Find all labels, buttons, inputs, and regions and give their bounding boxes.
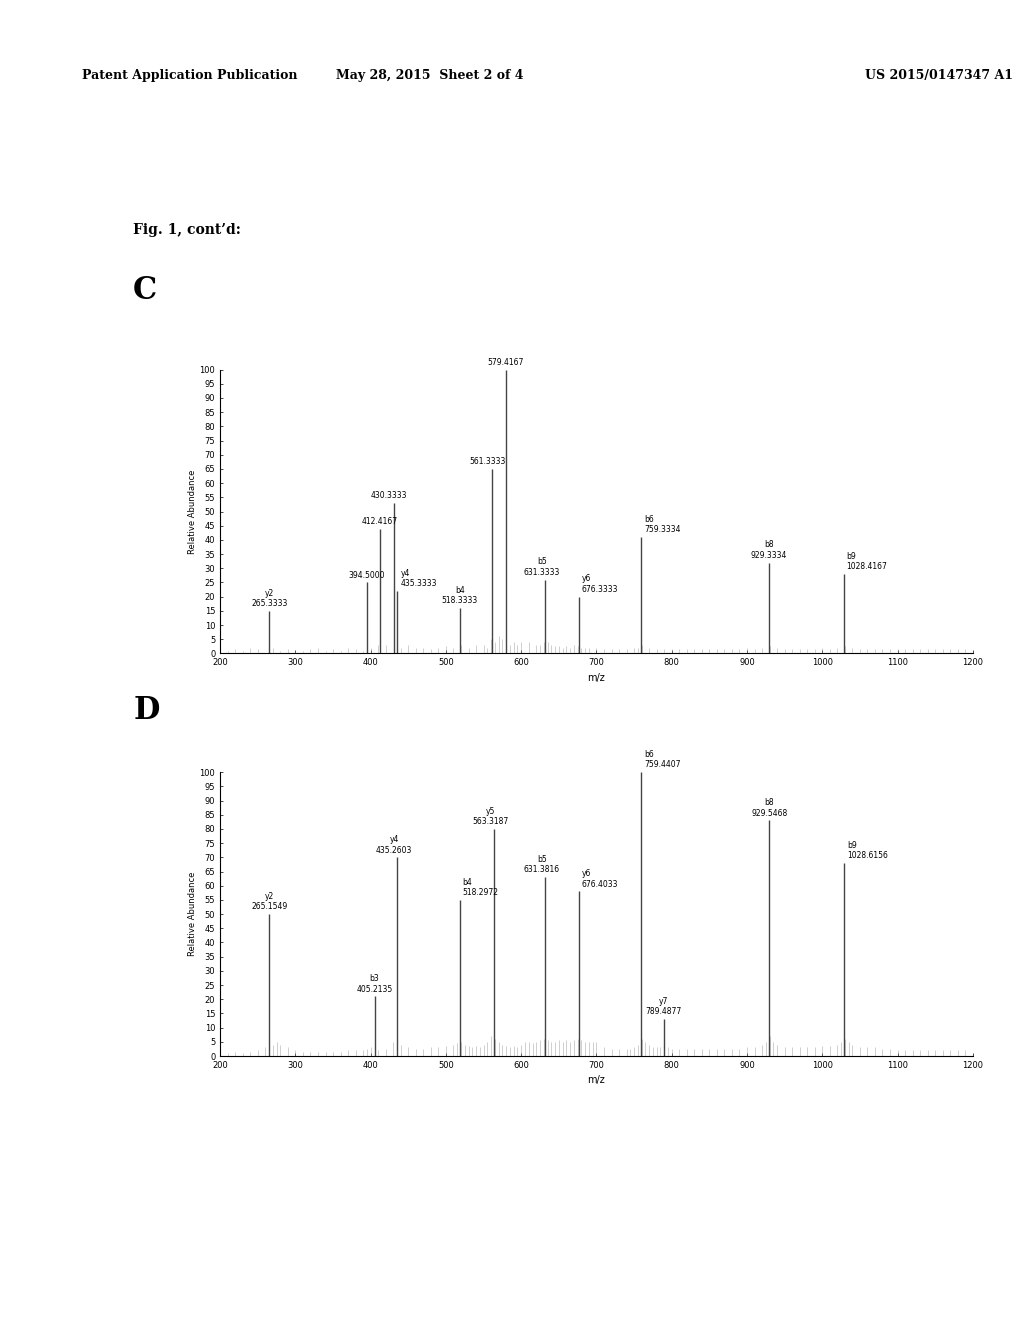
Text: y6
676.4033: y6 676.4033 bbox=[582, 869, 618, 888]
X-axis label: m/z: m/z bbox=[588, 673, 605, 682]
Text: C: C bbox=[133, 275, 158, 306]
Text: 394.5000: 394.5000 bbox=[348, 570, 385, 579]
Text: y4
435.2603: y4 435.2603 bbox=[376, 836, 413, 854]
Text: D: D bbox=[133, 694, 160, 726]
Text: b8
929.3334: b8 929.3334 bbox=[751, 540, 787, 560]
Text: b5
631.3816: b5 631.3816 bbox=[523, 855, 560, 874]
Text: b4
518.3333: b4 518.3333 bbox=[441, 586, 478, 605]
Text: b3
405.2135: b3 405.2135 bbox=[356, 974, 393, 994]
Text: 430.3333: 430.3333 bbox=[371, 491, 408, 500]
Text: b6
759.3334: b6 759.3334 bbox=[644, 515, 681, 535]
Text: b9
1028.4167: b9 1028.4167 bbox=[847, 552, 888, 572]
Y-axis label: Relative Abundance: Relative Abundance bbox=[187, 470, 197, 553]
Text: US 2015/0147347 A1: US 2015/0147347 A1 bbox=[865, 69, 1014, 82]
Text: y2
265.1549: y2 265.1549 bbox=[251, 892, 288, 911]
Text: b8
929.5468: b8 929.5468 bbox=[752, 799, 787, 817]
Text: Fig. 1, cont’d:: Fig. 1, cont’d: bbox=[133, 223, 241, 236]
Text: 561.3333: 561.3333 bbox=[469, 457, 506, 466]
Y-axis label: Relative Abundance: Relative Abundance bbox=[187, 873, 197, 956]
Text: y5
563.3187: y5 563.3187 bbox=[472, 807, 509, 826]
Text: y4
435.3333: y4 435.3333 bbox=[400, 569, 437, 589]
Text: b4
518.2972: b4 518.2972 bbox=[463, 878, 499, 898]
Text: 412.4167: 412.4167 bbox=[361, 516, 398, 525]
Text: b6
759.4407: b6 759.4407 bbox=[644, 750, 681, 770]
Text: b9
1028.6156: b9 1028.6156 bbox=[847, 841, 888, 861]
Text: 579.4167: 579.4167 bbox=[487, 358, 524, 367]
Text: y7
789.4877: y7 789.4877 bbox=[646, 997, 682, 1016]
Text: b5
631.3333: b5 631.3333 bbox=[523, 557, 560, 577]
Text: May 28, 2015  Sheet 2 of 4: May 28, 2015 Sheet 2 of 4 bbox=[336, 69, 524, 82]
X-axis label: m/z: m/z bbox=[588, 1076, 605, 1085]
Text: y2
265.3333: y2 265.3333 bbox=[251, 589, 288, 609]
Text: Patent Application Publication: Patent Application Publication bbox=[82, 69, 297, 82]
Text: y6
676.3333: y6 676.3333 bbox=[582, 574, 618, 594]
